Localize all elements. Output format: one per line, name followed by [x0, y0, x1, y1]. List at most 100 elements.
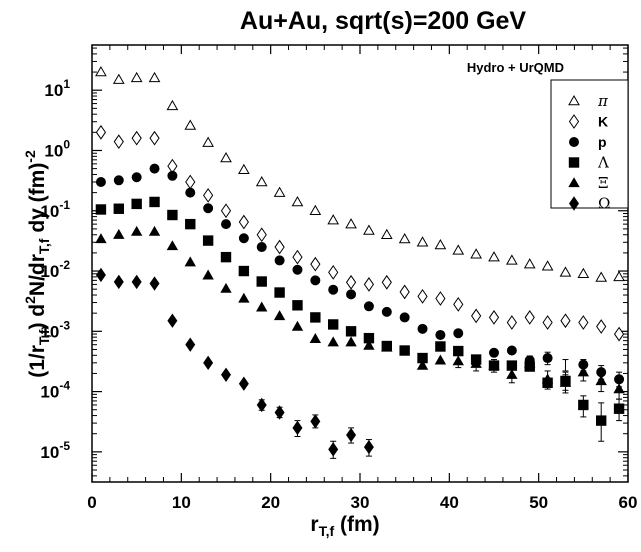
data-point — [309, 333, 322, 343]
data-point — [238, 214, 249, 230]
data-point — [273, 186, 286, 197]
y-tick-label: 10-4 — [40, 379, 70, 402]
data-point — [541, 373, 554, 384]
data-point — [434, 354, 447, 365]
data-point — [435, 329, 446, 340]
data-point — [95, 233, 107, 244]
data-point — [453, 345, 464, 357]
data-point — [292, 300, 303, 311]
x-tick-label: 20 — [261, 493, 280, 512]
data-point — [578, 315, 589, 330]
y-label-sub2: T,f — [36, 238, 52, 254]
data-point — [328, 284, 339, 295]
data-point — [506, 368, 518, 379]
data-point — [398, 232, 411, 244]
data-point — [310, 312, 321, 323]
data-point — [453, 296, 464, 312]
legend-marker — [569, 196, 579, 211]
x-axis-label: rT,f (fm) — [310, 513, 379, 539]
y-tick-label: 101 — [44, 77, 70, 100]
data-point — [417, 323, 428, 334]
x-axis-label-sub: T,f — [319, 523, 335, 539]
data-point — [131, 198, 142, 210]
data-point — [148, 71, 161, 83]
data-point — [149, 196, 160, 208]
data-point — [613, 403, 625, 414]
legend-marker — [568, 157, 580, 168]
plot-frame — [91, 44, 629, 483]
data-point — [95, 66, 107, 77]
data-point — [596, 319, 607, 334]
data-point — [399, 345, 410, 356]
data-point — [434, 239, 447, 250]
data-point — [184, 256, 196, 267]
data-point — [363, 224, 375, 235]
data-point — [185, 187, 196, 198]
data-point — [256, 397, 267, 413]
data-point — [148, 225, 161, 236]
data-point — [185, 218, 196, 230]
data-point — [203, 187, 214, 203]
data-point — [149, 130, 160, 146]
data-point — [113, 175, 124, 186]
data-point — [595, 375, 607, 386]
data-point — [131, 130, 142, 146]
plot-layer: 0 10 20 30 40 50 60 10-5 10-4 10-3 10-2 10-1 100 101 — [40, 45, 637, 512]
data-point — [256, 227, 267, 243]
data-point — [238, 376, 249, 391]
legend-label: Ω — [598, 195, 610, 213]
data-point — [345, 218, 357, 229]
data-point — [613, 383, 625, 394]
legend-marker — [568, 177, 580, 188]
y-label-part3: N/dr — [26, 254, 49, 296]
data-point — [149, 276, 160, 291]
data-point — [95, 204, 107, 215]
y-tick-label: 10-1 — [40, 198, 70, 221]
y-label-part1: (1/r — [26, 345, 49, 378]
legend-marker — [568, 94, 580, 106]
data-point — [274, 405, 285, 420]
data-point — [524, 357, 536, 368]
data-point — [363, 439, 374, 455]
data-point — [149, 163, 160, 174]
data-point — [220, 152, 232, 163]
data-point — [559, 376, 572, 387]
data-point — [256, 276, 267, 287]
data-point — [345, 274, 357, 290]
legend-label: π — [597, 92, 609, 110]
data-point — [417, 288, 428, 304]
data-point — [310, 275, 321, 286]
data-point — [416, 236, 429, 247]
data-point — [506, 345, 517, 356]
y-tick-label: 10-2 — [40, 258, 70, 281]
data-point — [614, 374, 625, 385]
data-point — [506, 315, 517, 330]
y-tick-label: 10-5 — [40, 439, 70, 462]
data-point — [202, 136, 214, 147]
data-point — [488, 251, 500, 262]
data-point — [577, 366, 590, 377]
data-point — [578, 399, 589, 411]
data-point — [595, 271, 608, 282]
data-point — [238, 163, 250, 174]
data-point — [506, 360, 518, 371]
y-tick-label: 100 — [44, 137, 70, 160]
data-point — [113, 203, 125, 214]
data-point — [452, 355, 464, 366]
data-point — [506, 254, 518, 265]
x-tick-label: 10 — [172, 493, 191, 512]
data-point — [167, 158, 178, 174]
y-label-sup1: 2 — [22, 296, 38, 304]
data-point — [238, 233, 249, 244]
model-annotation: Hydro + UrQMD — [467, 60, 564, 75]
data-point — [345, 336, 357, 347]
x-tick-label: 50 — [529, 493, 548, 512]
data-point — [130, 225, 143, 236]
data-point — [220, 219, 231, 230]
legend-box — [550, 79, 629, 209]
data-point — [542, 315, 553, 330]
data-point — [131, 172, 142, 183]
data-point — [346, 427, 357, 443]
data-point — [345, 326, 357, 337]
